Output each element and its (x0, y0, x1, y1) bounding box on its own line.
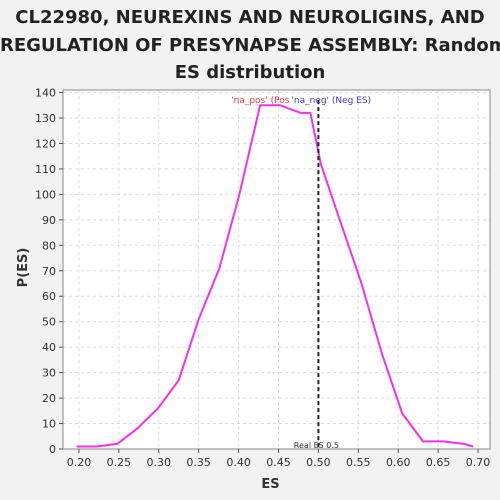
chart-title-line: CL22980, NEUREXINS AND NEUROLIGINS, AND (15, 7, 485, 28)
chart-title-line: ES distribution (174, 62, 326, 83)
es-distribution-line (76, 104, 474, 448)
plot-border (62, 89, 491, 450)
grid (63, 90, 490, 450)
chart-title-line: REGULATION OF PRESYNAPSE ASSEMBLY: Rando… (0, 34, 500, 56)
x-tick-label: 0.40 (226, 456, 251, 469)
y-axis-ticks: 0 10 20 30 40 50 60 70 80 90 100 110 120 130 140 (35, 87, 63, 456)
y-tick-label: 130 (35, 112, 56, 125)
x-axis-label: ES (261, 477, 279, 492)
y-tick-label: 60 (42, 290, 56, 303)
chart-title: CL22980, NEUREXINS AND NEUROLIGINS, AND … (0, 4, 500, 87)
x-tick-label: 0.45 (266, 456, 291, 469)
x-tick-label: 0.55 (346, 456, 371, 469)
y-tick-label: 120 (35, 137, 56, 150)
axes (62, 89, 491, 450)
y-tick-label: 70 (42, 265, 56, 278)
x-tick-label: 0.70 (466, 456, 491, 469)
y-tick-label: 100 (35, 188, 56, 201)
y-tick-label: 90 (42, 214, 56, 227)
x-tick-label: 0.30 (147, 456, 172, 469)
neg-series-label: 'na_neg' (Neg ES) (291, 96, 371, 106)
y-tick-label: 10 (42, 418, 56, 431)
y-tick-label: 140 (35, 87, 56, 100)
y-tick-label: 0 (49, 443, 56, 456)
x-tick-label: 0.60 (386, 456, 411, 469)
y-tick-label: 80 (42, 239, 56, 252)
x-tick-label: 0.50 (306, 456, 331, 469)
real-es-label: Real ES 0.5 (294, 441, 339, 450)
x-tick-label: 0.65 (426, 456, 451, 469)
y-tick-label: 40 (42, 341, 56, 354)
y-tick-label: 110 (35, 163, 56, 176)
x-tick-label: 0.25 (107, 456, 132, 469)
x-tick-label: 0.35 (186, 456, 211, 469)
y-tick-label: 50 (42, 316, 56, 329)
plot-area (63, 90, 490, 449)
x-tick-label: 0.20 (67, 456, 92, 469)
x-axis-ticks: 0.20 0.25 0.30 0.35 0.40 0.45 0.50 0.55 0.60 0.65… (67, 449, 491, 469)
y-tick-label: 30 (42, 367, 56, 380)
y-tick-label: 20 (42, 392, 56, 405)
pos-series-label: 'na_pos' (Pos (231, 96, 290, 106)
y-axis-label: P(ES) (16, 248, 31, 288)
